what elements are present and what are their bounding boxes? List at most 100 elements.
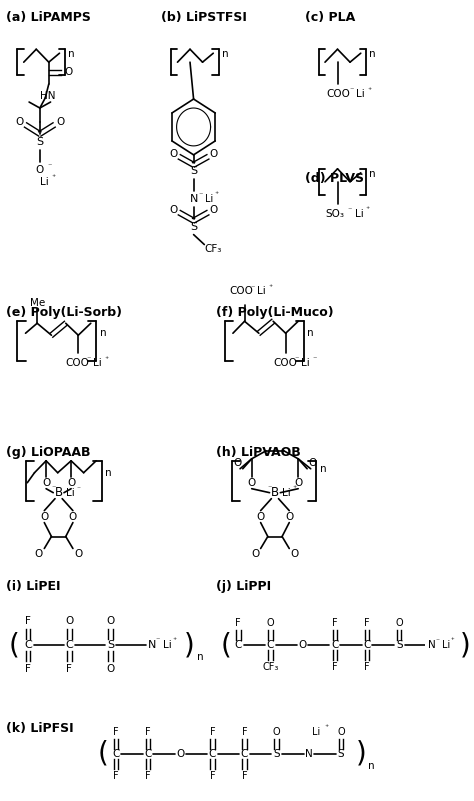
Text: F: F xyxy=(242,727,247,737)
Text: O: O xyxy=(169,149,177,159)
Text: O: O xyxy=(106,664,115,674)
Text: ): ) xyxy=(460,631,471,659)
Text: n: n xyxy=(307,328,314,338)
Text: F: F xyxy=(210,727,215,737)
Text: F: F xyxy=(210,771,215,781)
Text: HN: HN xyxy=(40,91,55,101)
Text: ): ) xyxy=(184,631,194,659)
Text: (b) LiPSTFSI: (b) LiPSTFSI xyxy=(161,11,246,24)
Text: ⁻: ⁻ xyxy=(51,483,55,492)
Text: O: O xyxy=(65,616,73,626)
Text: (d) PLVS: (d) PLVS xyxy=(305,171,365,185)
Text: n: n xyxy=(197,652,203,662)
Text: F: F xyxy=(332,618,337,628)
Text: Li: Li xyxy=(163,640,172,650)
Text: O: O xyxy=(40,512,48,521)
Text: ⁻: ⁻ xyxy=(267,483,272,492)
Text: (a) LiPAMPS: (a) LiPAMPS xyxy=(6,11,91,24)
Text: ⁻: ⁻ xyxy=(47,161,52,171)
Text: n: n xyxy=(221,49,228,59)
Text: S: S xyxy=(190,222,197,231)
Text: n: n xyxy=(105,468,112,477)
Text: O: O xyxy=(291,549,299,559)
Text: CF₃: CF₃ xyxy=(262,662,279,672)
Text: C: C xyxy=(267,640,274,650)
Text: O: O xyxy=(209,205,218,215)
Text: ⁺: ⁺ xyxy=(366,205,370,214)
Text: C: C xyxy=(209,749,216,759)
Text: ⁺: ⁺ xyxy=(215,190,219,199)
Text: Li: Li xyxy=(257,287,266,296)
Text: C: C xyxy=(144,749,152,759)
Text: (: ( xyxy=(98,740,109,768)
Text: ⁻: ⁻ xyxy=(250,283,255,292)
Text: SO₃: SO₃ xyxy=(325,208,344,219)
Text: (f) Poly(Li-Muco): (f) Poly(Li-Muco) xyxy=(216,306,334,320)
Text: COO: COO xyxy=(66,358,90,368)
Text: O: O xyxy=(267,618,274,628)
Text: C: C xyxy=(241,749,248,759)
Text: (g) LiOPAAB: (g) LiOPAAB xyxy=(6,446,91,459)
Text: O: O xyxy=(337,727,345,737)
Text: CF₃: CF₃ xyxy=(205,244,222,254)
Text: S: S xyxy=(273,749,280,759)
Text: O: O xyxy=(285,512,293,521)
Text: O: O xyxy=(169,205,177,215)
Text: ⁺: ⁺ xyxy=(325,723,329,732)
Text: O: O xyxy=(56,117,64,127)
Text: (: ( xyxy=(220,631,231,659)
Text: COO: COO xyxy=(229,287,253,296)
Text: ⁻: ⁻ xyxy=(155,636,160,645)
Text: Li: Li xyxy=(205,194,213,203)
Text: n: n xyxy=(369,169,376,179)
Text: F: F xyxy=(242,771,247,781)
Text: Li: Li xyxy=(93,358,102,368)
Text: O: O xyxy=(69,512,77,521)
Text: F: F xyxy=(364,618,370,628)
Text: ⁻: ⁻ xyxy=(87,355,91,364)
Text: ⁻: ⁻ xyxy=(312,355,317,364)
Text: n: n xyxy=(473,652,474,662)
Text: F: F xyxy=(332,662,337,672)
Text: Li: Li xyxy=(355,208,363,219)
Text: Li: Li xyxy=(312,727,321,737)
Text: F: F xyxy=(236,618,241,628)
Text: n: n xyxy=(369,49,376,59)
Text: S: S xyxy=(190,166,197,175)
Text: C: C xyxy=(235,640,242,650)
Text: O: O xyxy=(294,477,302,488)
Text: O: O xyxy=(309,458,317,468)
Text: ⁻: ⁻ xyxy=(76,484,80,493)
Text: ⁺: ⁺ xyxy=(268,283,273,292)
Text: O: O xyxy=(395,618,403,628)
Text: O: O xyxy=(15,117,23,127)
Text: O: O xyxy=(74,549,82,559)
Text: O: O xyxy=(67,477,75,488)
Text: F: F xyxy=(113,727,118,737)
Text: (k) LiPFSI: (k) LiPFSI xyxy=(6,722,73,735)
Text: ⁺: ⁺ xyxy=(451,638,455,644)
Text: (: ( xyxy=(9,631,19,659)
Text: F: F xyxy=(364,662,370,672)
Text: (e) Poly(Li-Sorb): (e) Poly(Li-Sorb) xyxy=(6,306,122,320)
Text: COO: COO xyxy=(327,89,351,99)
Text: O: O xyxy=(35,549,43,559)
Text: F: F xyxy=(145,771,151,781)
Text: F: F xyxy=(25,664,31,674)
Text: Me: Me xyxy=(29,298,45,308)
Text: ⁺: ⁺ xyxy=(173,636,177,645)
Text: C: C xyxy=(65,640,73,650)
Text: O: O xyxy=(273,727,281,737)
Text: Li: Li xyxy=(301,358,310,368)
Text: ⁻: ⁻ xyxy=(199,190,203,199)
Text: O: O xyxy=(256,512,265,521)
Text: n: n xyxy=(68,49,74,59)
Text: O: O xyxy=(233,458,242,468)
Text: S: S xyxy=(36,137,44,147)
Text: (h) LiPVAOB: (h) LiPVAOB xyxy=(216,446,301,459)
Text: ⁻: ⁻ xyxy=(350,86,354,95)
Text: C: C xyxy=(364,640,371,650)
Text: n: n xyxy=(100,328,107,338)
Text: F: F xyxy=(66,664,72,674)
Text: F: F xyxy=(145,727,151,737)
